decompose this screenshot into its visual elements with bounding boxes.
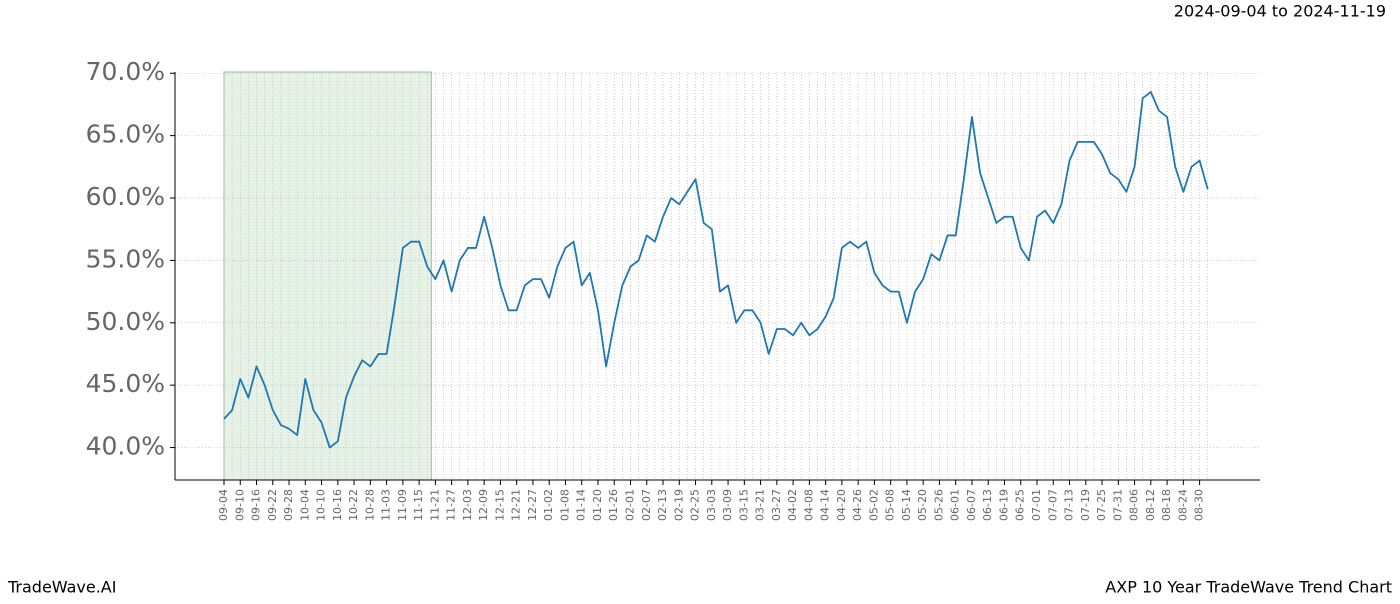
x-tick-label: 11-15 [412,489,425,521]
y-tick-label: 65.0% [86,120,165,149]
x-tick-label: 01-08 [558,489,571,521]
x-tick-label: 07-07 [1046,489,1059,521]
x-tick-label: 08-24 [1176,489,1189,521]
x-tick-label: 05-14 [900,489,913,521]
x-tick-label: 01-14 [575,489,588,521]
x-tick-label: 09-16 [250,489,263,521]
y-tick-label: 40.0% [86,432,165,461]
x-tick-label: 05-08 [884,489,897,521]
x-tick-label: 10-22 [347,489,360,521]
x-tick-label: 06-07 [965,489,978,521]
x-tick-label: 03-15 [737,489,750,521]
x-tick-label: 07-13 [1063,489,1076,521]
x-tick-label: 09-10 [233,489,246,521]
x-tick-label: 12-15 [493,489,506,521]
x-tick-label: 11-03 [380,489,393,521]
x-tick-label: 07-01 [1030,489,1043,521]
x-tick-label: 06-25 [1014,489,1027,521]
y-tick-label: 45.0% [86,369,165,398]
x-tick-label: 01-20 [591,489,604,521]
x-tick-label: 12-03 [461,489,474,521]
x-tick-label: 10-28 [363,489,376,521]
x-tick-label: 11-21 [428,489,441,521]
x-tick-label: 09-28 [282,489,295,521]
x-tick-label: 01-02 [542,489,555,521]
x-tick-label: 02-07 [640,489,653,521]
x-tick-label: 01-26 [607,489,620,521]
x-tick-label: 02-25 [689,489,702,521]
x-tick-label: 03-03 [705,489,718,521]
x-tick-label: 10-16 [331,489,344,521]
x-tick-label: 04-26 [851,489,864,521]
x-tick-label: 12-21 [510,489,523,521]
x-tick-label: 09-04 [217,489,230,521]
x-tick-label: 06-13 [981,489,994,521]
x-tick-label: 11-09 [396,489,409,521]
x-tick-label: 08-18 [1160,489,1173,521]
brand: TradeWave.AI [7,578,116,597]
x-tick-label: 02-01 [624,489,637,521]
date-range: 2024-09-04 to 2024-11-19 [1174,2,1386,21]
x-tick-label: 09-22 [266,489,279,521]
x-tick-label: 07-31 [1111,489,1124,521]
chart-caption: AXP 10 Year TradeWave Trend Chart [1105,578,1392,597]
y-tick-label: 70.0% [86,57,165,86]
x-tick-label: 04-14 [819,489,832,521]
x-tick-label: 11-27 [445,489,458,521]
x-tick-label: 05-26 [932,489,945,521]
x-tick-label: 06-01 [949,489,962,521]
x-tick-label: 07-19 [1079,489,1092,521]
x-tick-label: 02-19 [672,489,685,521]
y-tick-label: 60.0% [86,182,165,211]
x-tick-label: 05-20 [916,489,929,521]
x-tick-label: 10-04 [298,489,311,521]
x-tick-label: 10-10 [315,489,328,521]
trend-line [223,91,1209,449]
x-tick-label: 04-02 [786,489,799,521]
y-tick-label: 55.0% [86,244,165,273]
x-tick-label: 06-19 [997,489,1010,521]
x-tick-label: 04-20 [835,489,848,521]
x-tick-label: 12-27 [526,489,539,521]
x-tick-label: 08-30 [1193,489,1206,521]
x-tick-label: 02-13 [656,489,669,521]
x-tick-label: 12-09 [477,489,490,521]
highlight-band [223,71,432,481]
x-tick-label: 03-21 [754,489,767,521]
x-tick-label: 03-27 [770,489,783,521]
x-tick-label: 03-09 [721,489,734,521]
x-tick-label: 04-08 [802,489,815,521]
x-tick-label: 08-06 [1128,489,1141,521]
x-tick-label: 08-12 [1144,489,1157,521]
x-tick-label: 05-02 [867,489,880,521]
y-tick-label: 50.0% [86,307,165,336]
x-tick-label: 07-25 [1095,489,1108,521]
